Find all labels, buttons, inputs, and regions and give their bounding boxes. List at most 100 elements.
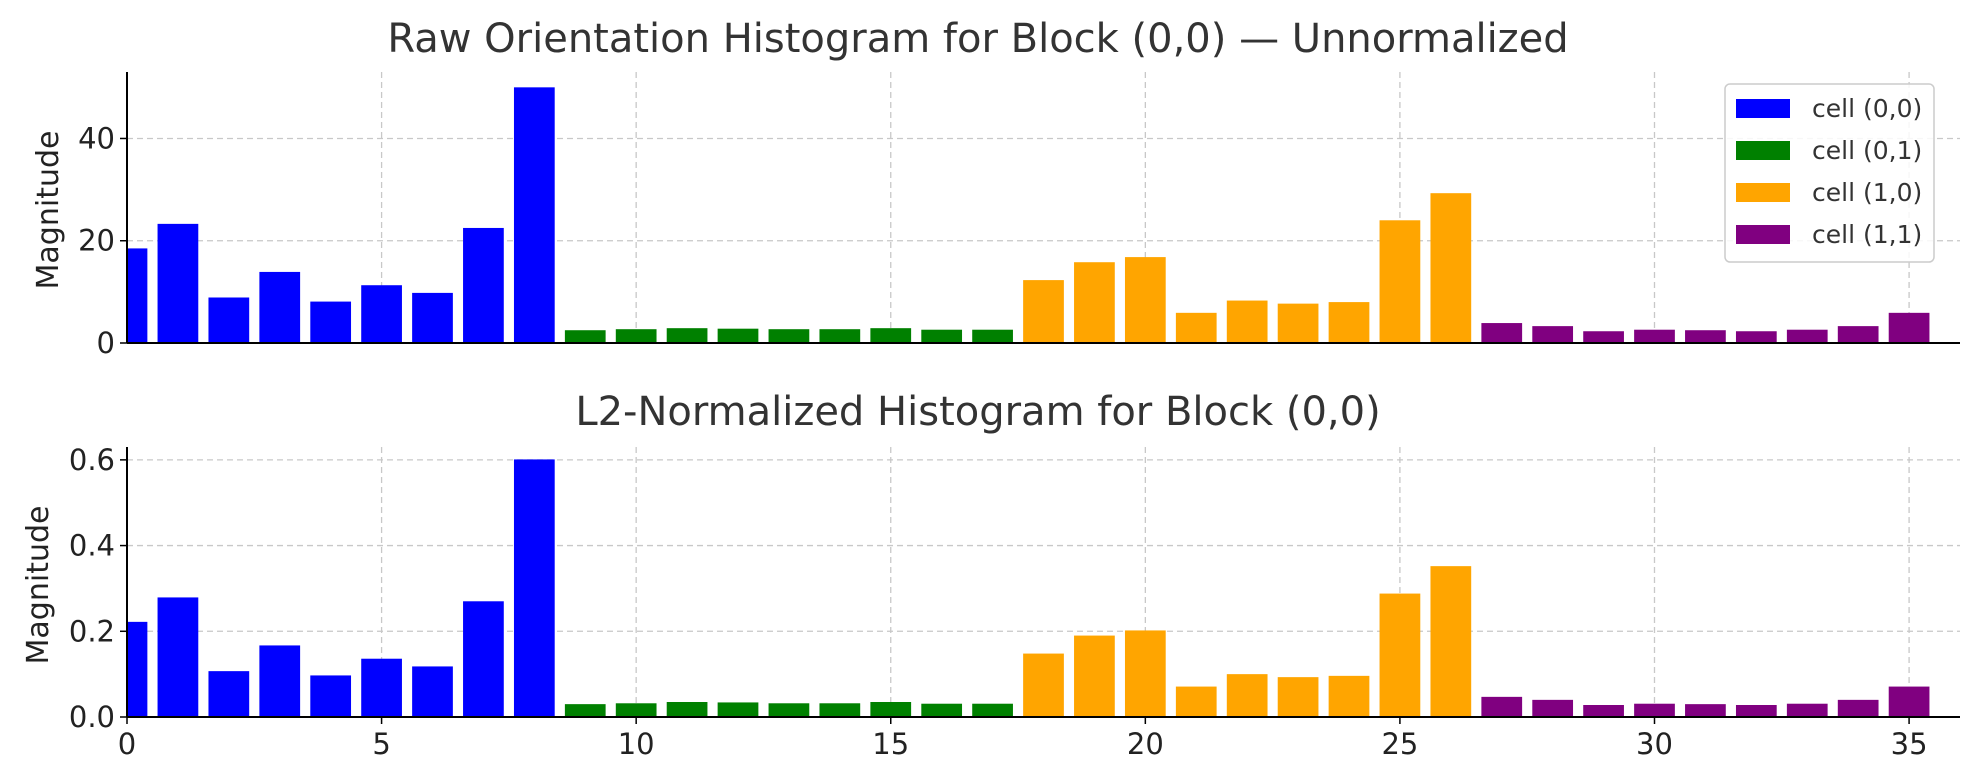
- normalized-histogram-bar: [564, 704, 606, 717]
- raw-histogram-bar: [361, 285, 402, 343]
- raw-histogram-bar: [768, 329, 810, 343]
- legend-frame: [1724, 83, 1935, 263]
- raw-histogram-bar: [1226, 300, 1268, 343]
- raw-histogram-bar: [412, 292, 453, 343]
- normalized-histogram-bar: [1735, 705, 1777, 717]
- normalized-histogram-bar: [127, 621, 148, 717]
- normalized-histogram-y-tick-label: 0.4: [69, 529, 115, 563]
- normalized-histogram-y-tick-label: 0.2: [69, 614, 115, 648]
- normalized-histogram-bar: [1277, 677, 1319, 717]
- normalized-histogram-bar: [1837, 699, 1879, 717]
- raw-histogram-bar: [1685, 330, 1726, 343]
- normalized-histogram-y-axis-label: Magnitude: [21, 506, 56, 665]
- raw-histogram-bar: [513, 87, 555, 343]
- normalized-histogram-bar: [513, 459, 555, 717]
- normalized-histogram-bar: [1888, 686, 1930, 717]
- legend-swatch: [1736, 141, 1790, 160]
- normalized-histogram-bar: [1023, 653, 1064, 717]
- normalized-histogram-panel: L2-Normalized Histogram for Block (0,0) …: [21, 389, 1960, 761]
- normalized-histogram-x-tick-label: 25: [1381, 727, 1418, 761]
- raw-histogram-bar: [870, 328, 912, 343]
- legend-label: cell (0,1): [1812, 136, 1922, 165]
- legend-label: cell (0,0): [1812, 94, 1922, 123]
- raw-histogram-bar: [1379, 220, 1421, 343]
- raw-histogram-bar: [615, 329, 657, 343]
- normalized-histogram-bar: [1786, 703, 1828, 717]
- raw-histogram-y-tick-label: 40: [78, 121, 115, 155]
- normalized-histogram-x-tick-label: 15: [872, 727, 909, 761]
- raw-histogram-bar: [1532, 326, 1574, 343]
- raw-histogram-bar: [1481, 323, 1523, 343]
- raw-histogram-y-ticks: 0 20 40: [78, 121, 127, 360]
- raw-histogram-bar: [1634, 329, 1675, 343]
- raw-histogram-bar: [1888, 312, 1930, 343]
- raw-histogram-y-tick-label: 20: [78, 224, 115, 258]
- normalized-histogram-bar: [310, 675, 352, 717]
- raw-histogram-bar: [666, 328, 708, 343]
- normalized-histogram-bar: [1685, 704, 1726, 717]
- raw-histogram-bar: [1837, 326, 1879, 343]
- raw-histogram-bar: [1328, 302, 1370, 343]
- raw-histogram-bars: [127, 87, 1930, 343]
- legend-label: cell (1,0): [1812, 178, 1922, 207]
- normalized-histogram-bar: [921, 703, 963, 717]
- raw-histogram-bar: [1023, 280, 1064, 343]
- raw-histogram-bar: [1277, 303, 1319, 343]
- normalized-histogram-bar: [1379, 593, 1421, 717]
- raw-histogram-bar: [127, 248, 148, 343]
- normalized-histogram-x-ticks: 0 5 10 15 20 25 30 35: [118, 717, 1928, 761]
- legend-swatch: [1736, 99, 1790, 118]
- normalized-histogram-bar: [870, 702, 912, 717]
- normalized-histogram-y-tick-label: 0.6: [69, 443, 115, 477]
- normalized-histogram-x-tick-label: 20: [1127, 727, 1164, 761]
- raw-histogram-y-tick-label: 0: [97, 326, 115, 360]
- raw-histogram-bar: [1175, 312, 1217, 343]
- raw-histogram-bar: [564, 330, 606, 343]
- raw-histogram-bar: [1124, 257, 1166, 343]
- normalized-histogram-bar: [1481, 696, 1523, 717]
- normalized-histogram-bar: [768, 703, 810, 717]
- normalized-histogram-x-tick-label: 10: [618, 727, 655, 761]
- raw-histogram-bar: [1735, 331, 1777, 343]
- raw-histogram-bar: [921, 329, 963, 343]
- normalized-histogram-bar: [1430, 566, 1472, 717]
- raw-histogram-bar: [972, 329, 1013, 343]
- normalized-histogram-bar: [463, 601, 504, 717]
- raw-histogram-bar: [1583, 331, 1624, 343]
- raw-histogram-title: Raw Orientation Histogram for Block (0,0…: [387, 16, 1568, 62]
- normalized-histogram-bar: [1074, 635, 1115, 717]
- raw-histogram-panel: Raw Orientation Histogram for Block (0,0…: [31, 16, 1960, 360]
- normalized-histogram-bar: [1634, 703, 1675, 717]
- normalized-histogram-bar: [1532, 699, 1574, 717]
- legend-label: cell (1,1): [1812, 220, 1922, 249]
- raw-histogram-bar: [157, 223, 199, 343]
- raw-histogram-axes: [126, 72, 1960, 344]
- normalized-histogram-bar: [1583, 705, 1624, 717]
- legend-swatch: [1736, 225, 1790, 244]
- normalized-histogram-x-tick-label: 30: [1636, 727, 1673, 761]
- raw-histogram-bar: [310, 301, 352, 343]
- raw-histogram-bar: [1786, 329, 1828, 343]
- normalized-histogram-bar: [819, 703, 861, 717]
- normalized-histogram-bar: [412, 666, 453, 717]
- normalized-histogram-bar: [972, 703, 1013, 717]
- raw-histogram-bar: [208, 297, 250, 343]
- normalized-histogram-bars: [127, 459, 1930, 717]
- normalized-histogram-bar: [717, 702, 759, 717]
- normalized-histogram-bar: [208, 671, 250, 717]
- normalized-histogram-title: L2-Normalized Histogram for Block (0,0): [575, 389, 1380, 435]
- raw-histogram-bar: [1074, 262, 1115, 343]
- normalized-histogram-bar: [361, 658, 402, 717]
- normalized-histogram-bar: [1226, 674, 1268, 717]
- normalized-histogram-y-tick-label: 0.0: [69, 700, 115, 734]
- raw-histogram-legend: cell (0,0) cell (0,1) cell (1,0) cell (1,1): [1724, 83, 1935, 263]
- raw-histogram-bar: [717, 328, 759, 343]
- normalized-histogram-y-ticks: 0.0 0.2 0.4 0.6: [69, 443, 127, 734]
- raw-histogram-bar: [259, 271, 301, 343]
- raw-histogram-bar: [1430, 193, 1472, 343]
- normalized-histogram-bar: [1328, 675, 1370, 717]
- legend-swatch: [1736, 183, 1790, 202]
- raw-histogram-bar: [463, 227, 504, 343]
- normalized-histogram-bar: [666, 702, 708, 717]
- normalized-histogram-bar: [615, 703, 657, 717]
